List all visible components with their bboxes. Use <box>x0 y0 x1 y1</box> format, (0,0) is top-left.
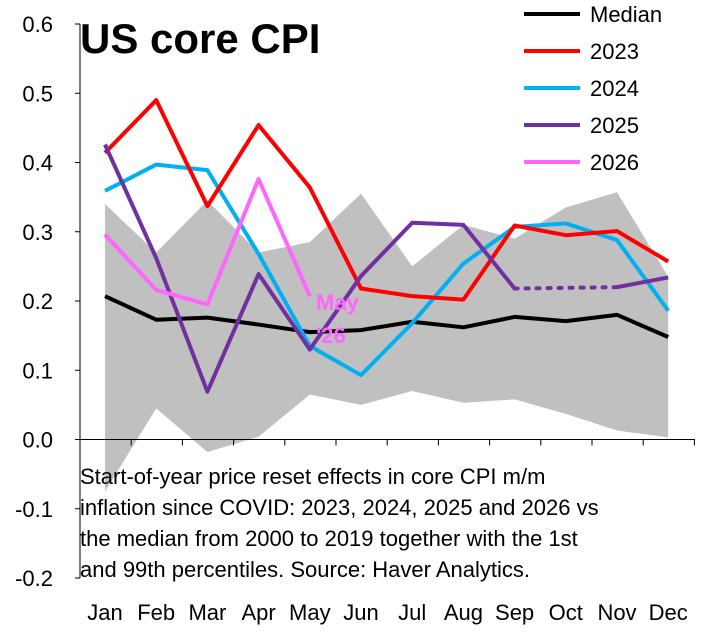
y-tick-label: 0.6 <box>22 12 53 37</box>
x-tick-label: Sep <box>495 600 534 625</box>
percentile-band-layer <box>105 192 669 492</box>
chart-title: US core CPI <box>80 15 320 62</box>
annotation-line-2: '26 <box>316 323 346 348</box>
x-tick-label: Nov <box>597 600 636 625</box>
series-line-2024 <box>104 162 670 378</box>
x-tick-label: Oct <box>549 600 583 625</box>
caption-line-1: Start-of-year price reset effects in cor… <box>80 464 545 489</box>
y-tick-label: -0.1 <box>15 497 53 522</box>
percentile-band <box>105 192 669 492</box>
legend-label-2026: 2026 <box>590 150 639 175</box>
legend-label-median: Median <box>590 2 662 27</box>
y-tick-label: 0.5 <box>22 81 53 106</box>
series-line-2025 <box>103 143 517 394</box>
x-tick-label: Jul <box>398 600 426 625</box>
x-tick-label: Dec <box>649 600 688 625</box>
caption-line-2: inflation since COVID: 2023, 2024, 2025 … <box>80 495 599 520</box>
x-tick-label: Jan <box>87 600 122 625</box>
caption: Start-of-year price reset effects in cor… <box>80 464 599 582</box>
x-tick-label: Feb <box>137 600 175 625</box>
annotation-line-1: May <box>316 290 360 315</box>
annotation-may-26: May '26 <box>316 290 360 348</box>
y-tick-label: 0.4 <box>22 151 53 176</box>
legend: Median 2023 2024 2025 2026 <box>524 2 662 175</box>
series-line-2026 <box>103 177 312 307</box>
x-tick-label: Mar <box>188 600 226 625</box>
series-line-2025-tail <box>616 275 669 290</box>
caption-line-4: and 99th percentiles. Source: Haver Anal… <box>80 557 530 582</box>
legend-label-2024: 2024 <box>590 76 639 101</box>
legend-label-2025: 2025 <box>590 113 639 138</box>
series-line-median <box>104 294 669 339</box>
y-tick-label: 0.3 <box>22 220 53 245</box>
y-tick-label: -0.2 <box>15 566 53 591</box>
y-tick-label: 0.2 <box>22 289 53 314</box>
x-tick-label: Jun <box>343 600 378 625</box>
y-tick-label: 0.1 <box>22 358 53 383</box>
series-layer <box>103 98 670 394</box>
legend-label-2023: 2023 <box>590 39 639 64</box>
y-tick-label: 0.0 <box>22 428 53 453</box>
x-tick-label: Aug <box>444 600 483 625</box>
caption-line-3: the median from 2000 to 2019 together wi… <box>80 526 578 551</box>
axes-layer: 0.6 0.5 0.4 0.3 0.2 0.1 0.0 -0.1 -0.2 Jan Feb Mar Ap… <box>15 12 695 625</box>
x-tick-label: Apr <box>241 600 275 625</box>
x-tick-label: May <box>289 600 331 625</box>
series-line-2023 <box>103 98 670 302</box>
